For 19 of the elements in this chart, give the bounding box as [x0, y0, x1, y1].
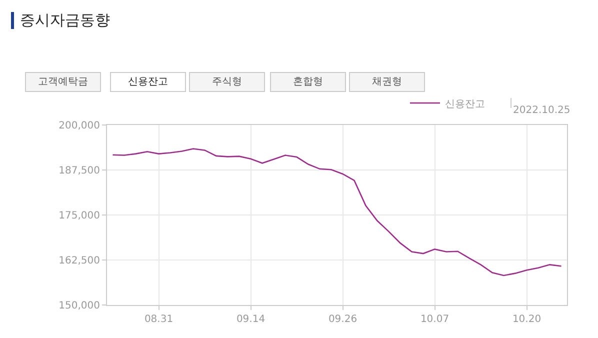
text: 2022.10.25: [513, 105, 570, 116]
legend-label: 신용잔고: [445, 98, 485, 110]
text: 혼합형: [293, 76, 323, 88]
line-series: [112, 148, 562, 276]
x-tick-label: 09.14: [236, 314, 266, 325]
text: 채권형: [372, 76, 402, 88]
x-tick-label: 10.07: [420, 314, 450, 325]
text: 주식형: [212, 76, 242, 88]
x-tick-label: 10.20: [512, 314, 542, 325]
y-tick-label: 200,000: [58, 120, 100, 132]
y-tick-label: 150,000: [58, 300, 100, 312]
chart-title: 증시자금동향: [20, 11, 110, 29]
y-tick-label: 187,500: [58, 166, 100, 176]
x-tick-label: 08.31: [144, 314, 174, 325]
y-tick-label: 162,500: [58, 256, 100, 266]
text: 고객예탁금: [38, 76, 88, 88]
text: 신용잔고: [128, 76, 168, 88]
x-tick-label: 09.26: [328, 314, 358, 325]
y-tick-label: 175,000: [58, 210, 100, 222]
